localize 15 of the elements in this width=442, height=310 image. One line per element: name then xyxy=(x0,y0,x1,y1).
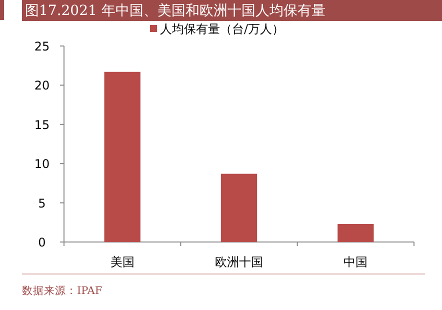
chart-title: 图17.2021 年中国、美国和欧洲十国人均保有量 xyxy=(25,3,326,19)
x-tick-label: 美国 xyxy=(110,255,134,269)
legend: 人均保有量（台/万人） xyxy=(150,22,284,36)
y-tick-label: 15 xyxy=(34,118,50,132)
y-tick-label: 20 xyxy=(34,78,50,93)
y-tick-label: 0 xyxy=(38,236,46,250)
bar xyxy=(220,174,258,242)
bar xyxy=(338,224,374,242)
y-tick-label: 10 xyxy=(34,157,50,172)
y-tick-label: 5 xyxy=(38,196,46,210)
x-tick-label: 欧洲十国 xyxy=(215,255,263,269)
y-tick-label: 25 xyxy=(34,40,50,54)
source-note: 数据来源：IPAF xyxy=(22,284,102,297)
bar xyxy=(104,72,140,242)
x-tick-label: 中国 xyxy=(344,255,368,269)
